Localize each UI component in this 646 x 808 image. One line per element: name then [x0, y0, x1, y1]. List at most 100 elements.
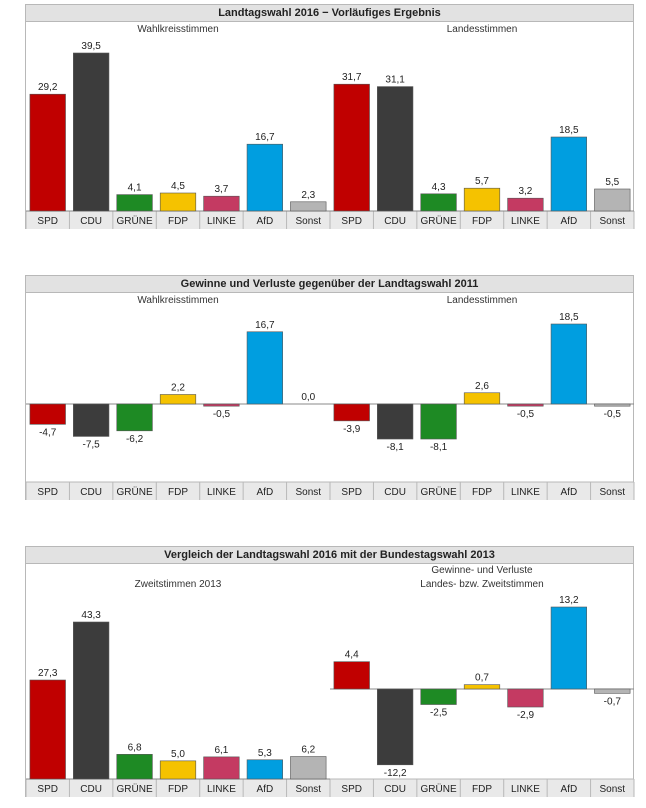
value-label: -0,7	[604, 696, 622, 707]
value-label: 18,5	[559, 125, 579, 136]
bar-linke-right	[507, 403, 544, 407]
category-label: LINKE	[511, 487, 540, 498]
bar-linke-left	[203, 403, 240, 407]
value-label: 16,7	[255, 320, 275, 331]
bar-cdu-left	[73, 621, 110, 780]
value-label: 4,3	[432, 182, 446, 193]
bar-linke-left	[203, 756, 240, 780]
category-label: AfD	[561, 216, 578, 227]
value-label: 5,3	[258, 748, 272, 759]
bar-cdu-right	[377, 403, 414, 440]
value-label: 6,2	[301, 745, 315, 756]
panel-comparison: Vergleich der Landtagswahl 2016 mit der …	[25, 546, 635, 797]
bar-spd-right	[333, 83, 370, 212]
value-label: -4,7	[39, 427, 57, 438]
category-label: GRÜNE	[421, 215, 457, 227]
panel-gains-losses: Gewinne und Verluste gegenüber der Landt…	[25, 275, 635, 500]
value-label: 6,8	[128, 742, 142, 753]
value-label: 27,3	[38, 668, 58, 679]
panel-result: Landtagswahl 2016 − Vorläufiges Ergebnis…	[25, 4, 635, 229]
chart-gains-losses: -4,7 SPD -7,5 CDU -6,2 GRÜNE 2,2 FDP -0,5 LINKE 16…	[25, 312, 635, 500]
value-label: -7,5	[83, 439, 101, 450]
category-label: Sonst	[600, 216, 626, 227]
bar-fdp-right	[463, 684, 501, 690]
value-label: 2,3	[301, 190, 315, 201]
panel-title: Gewinne und Verluste gegenüber der Landt…	[26, 276, 633, 293]
value-label: 2,6	[475, 381, 489, 392]
bar-sonst-right	[594, 403, 631, 407]
category-label: CDU	[80, 487, 102, 498]
right-heading: Landesstimmen	[446, 24, 518, 35]
bar-cdu-right	[377, 86, 414, 212]
category-label: FDP	[472, 216, 492, 227]
left-heading: Wahlkreisstimmen	[137, 24, 219, 35]
value-label: -0,5	[517, 409, 535, 420]
category-label: LINKE	[207, 784, 236, 795]
value-label: 31,1	[385, 75, 405, 86]
value-label: 5,5	[605, 177, 619, 188]
category-label: Sonst	[296, 487, 322, 498]
category-label: FDP	[472, 487, 492, 498]
value-label: 6,1	[214, 745, 228, 756]
bar-afd-left	[246, 331, 283, 405]
bar-grüne-right	[420, 403, 457, 440]
category-label: SPD	[341, 784, 362, 795]
value-label: 3,7	[214, 184, 228, 195]
left-heading: Zweitstimmen 2013	[134, 579, 222, 590]
bar-spd-left	[29, 679, 66, 780]
right-heading-line2: Landes- bzw. Zweitstimmen	[420, 579, 544, 590]
category-label: AfD	[257, 784, 274, 795]
bar-sonst-right	[594, 188, 631, 212]
category-label: FDP	[168, 784, 188, 795]
bar-spd-right	[333, 661, 370, 690]
category-label: Sonst	[296, 784, 322, 795]
value-label: 39,5	[81, 41, 101, 52]
value-label: -3,9	[343, 424, 361, 435]
value-label: 4,5	[171, 181, 185, 192]
value-label: -8,1	[387, 442, 405, 453]
category-label: SPD	[37, 784, 58, 795]
category-label: GRÜNE	[421, 783, 457, 795]
bar-linke-left	[203, 195, 240, 212]
category-label: FDP	[472, 784, 492, 795]
category-label: LINKE	[511, 216, 540, 227]
bar-grüne-right	[420, 688, 457, 705]
right-heading: Landesstimmen	[446, 295, 518, 306]
bar-cdu-right	[377, 688, 414, 766]
value-label: 13,2	[559, 595, 579, 606]
category-label: Sonst	[296, 216, 322, 227]
category-label: FDP	[168, 216, 188, 227]
category-label: SPD	[341, 216, 362, 227]
value-label: -0,5	[213, 409, 231, 420]
category-label: AfD	[257, 216, 274, 227]
value-label: 29,2	[38, 82, 58, 93]
value-label: 4,4	[345, 650, 359, 661]
bar-fdp-left	[159, 394, 197, 405]
panel-title: Landtagswahl 2016 − Vorläufiges Ergebnis	[26, 5, 633, 22]
category-label: FDP	[168, 487, 188, 498]
bar-afd-left	[246, 143, 283, 212]
category-label: GRÜNE	[117, 783, 153, 795]
category-label: AfD	[257, 487, 274, 498]
bar-linke-right	[507, 197, 544, 212]
value-label: -2,5	[430, 708, 448, 719]
value-label: -12,2	[384, 768, 407, 779]
category-label: GRÜNE	[117, 486, 153, 498]
value-label: -2,9	[517, 710, 535, 721]
bar-fdp-left	[159, 760, 197, 780]
category-label: AfD	[561, 784, 578, 795]
bar-grüne-left	[116, 754, 153, 780]
category-label: CDU	[80, 216, 102, 227]
chart-comparison: 27,3 SPD 43,3 CDU 6,8 GRÜNE 5,0 FDP 6,1 LINKE 5,3 A…	[25, 595, 635, 797]
category-label: Sonst	[600, 487, 626, 498]
bar-grüne-left	[116, 194, 153, 212]
category-label: LINKE	[207, 487, 236, 498]
category-label: CDU	[384, 216, 406, 227]
category-label: AfD	[561, 487, 578, 498]
category-label: SPD	[37, 487, 58, 498]
value-label: 0,7	[475, 673, 489, 684]
value-label: 31,7	[342, 72, 362, 83]
value-label: 3,2	[518, 186, 532, 197]
bar-cdu-left	[73, 403, 110, 437]
bar-sonst-right	[594, 688, 631, 694]
